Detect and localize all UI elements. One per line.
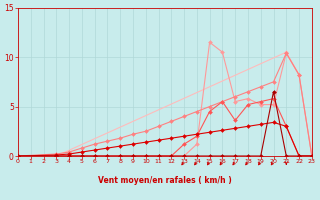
X-axis label: Vent moyen/en rafales ( km/h ): Vent moyen/en rafales ( km/h ) (98, 176, 232, 185)
